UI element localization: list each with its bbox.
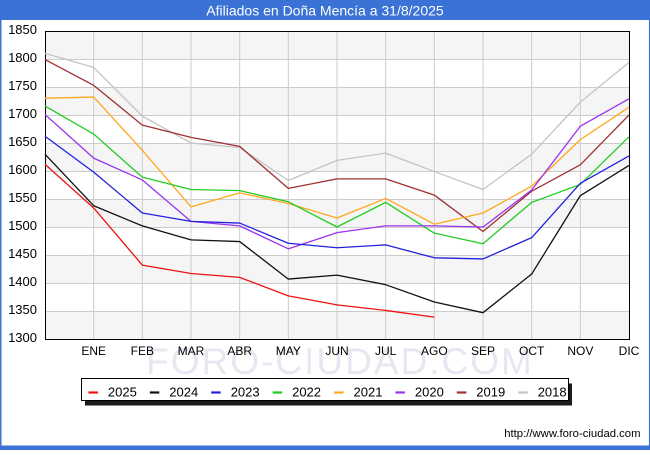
svg-text:1650: 1650 <box>8 134 37 149</box>
svg-text:http://www.foro-ciudad.com: http://www.foro-ciudad.com <box>504 428 640 440</box>
svg-text:1350: 1350 <box>8 302 37 317</box>
svg-text:2023: 2023 <box>231 384 260 399</box>
svg-text:1450: 1450 <box>8 246 37 261</box>
svg-text:1400: 1400 <box>8 274 37 289</box>
svg-text:1750: 1750 <box>8 78 37 93</box>
svg-text:DIC: DIC <box>619 344 640 358</box>
svg-text:2021: 2021 <box>354 384 383 399</box>
svg-text:JUN: JUN <box>325 344 348 358</box>
svg-text:SEP: SEP <box>471 344 495 358</box>
svg-text:JUL: JUL <box>375 344 397 358</box>
svg-text:2024: 2024 <box>169 384 198 399</box>
svg-text:2019: 2019 <box>476 384 505 399</box>
svg-text:1500: 1500 <box>8 218 37 233</box>
svg-text:2018: 2018 <box>538 384 567 399</box>
svg-text:2020: 2020 <box>415 384 444 399</box>
svg-text:1600: 1600 <box>8 162 37 177</box>
svg-text:1850: 1850 <box>8 22 37 37</box>
svg-text:MAR: MAR <box>178 344 205 358</box>
svg-text:1550: 1550 <box>8 190 37 205</box>
svg-text:ABR: ABR <box>227 344 252 358</box>
svg-text:NOV: NOV <box>567 344 593 358</box>
svg-text:AGO: AGO <box>421 344 448 358</box>
svg-text:1800: 1800 <box>8 50 37 65</box>
svg-text:2022: 2022 <box>292 384 321 399</box>
svg-text:FORO-CIUDAD.COM: FORO-CIUDAD.COM <box>146 341 534 382</box>
svg-text:OCT: OCT <box>519 344 545 358</box>
svg-text:1300: 1300 <box>8 330 37 345</box>
svg-text:1700: 1700 <box>8 106 37 121</box>
svg-text:Afiliados en Doña Mencía a 31/: Afiliados en Doña Mencía a 31/8/2025 <box>206 3 444 19</box>
svg-text:FEB: FEB <box>131 344 154 358</box>
svg-text:2025: 2025 <box>108 384 137 399</box>
svg-text:MAY: MAY <box>276 344 301 358</box>
svg-text:ENE: ENE <box>81 344 106 358</box>
